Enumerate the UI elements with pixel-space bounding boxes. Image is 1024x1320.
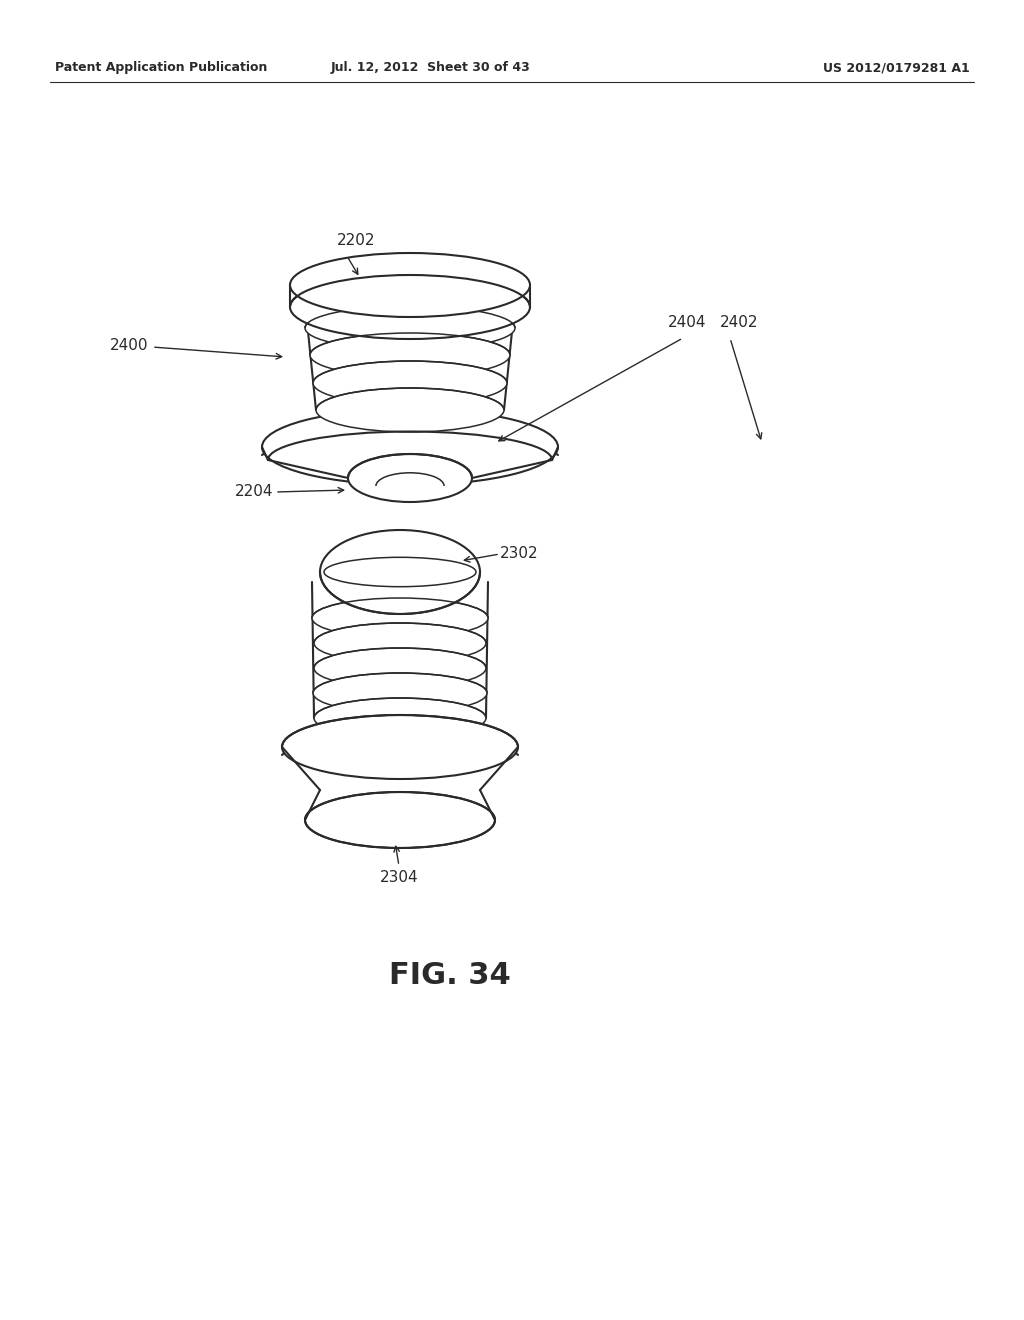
Text: 2204: 2204 — [234, 484, 273, 499]
Text: 2400: 2400 — [110, 338, 148, 352]
Text: 2304: 2304 — [380, 870, 419, 884]
Ellipse shape — [290, 275, 530, 339]
Text: 2404: 2404 — [668, 315, 707, 330]
Ellipse shape — [312, 598, 488, 638]
Ellipse shape — [313, 673, 487, 713]
Ellipse shape — [319, 531, 480, 614]
Text: FIG. 34: FIG. 34 — [389, 961, 511, 990]
Ellipse shape — [310, 333, 510, 378]
Text: US 2012/0179281 A1: US 2012/0179281 A1 — [823, 62, 970, 74]
Ellipse shape — [348, 454, 472, 502]
Text: Patent Application Publication: Patent Application Publication — [55, 62, 267, 74]
Text: 2202: 2202 — [337, 234, 376, 248]
Ellipse shape — [316, 388, 504, 432]
Text: 2402: 2402 — [720, 315, 759, 330]
Text: 2302: 2302 — [500, 546, 539, 561]
Ellipse shape — [282, 715, 518, 779]
Ellipse shape — [314, 698, 486, 738]
Ellipse shape — [290, 253, 530, 317]
Ellipse shape — [262, 409, 558, 484]
Ellipse shape — [324, 557, 476, 586]
Ellipse shape — [305, 792, 495, 847]
Text: Jul. 12, 2012  Sheet 30 of 43: Jul. 12, 2012 Sheet 30 of 43 — [330, 62, 529, 74]
Ellipse shape — [305, 306, 515, 350]
Ellipse shape — [314, 648, 486, 688]
Ellipse shape — [313, 360, 507, 405]
Ellipse shape — [314, 623, 486, 663]
